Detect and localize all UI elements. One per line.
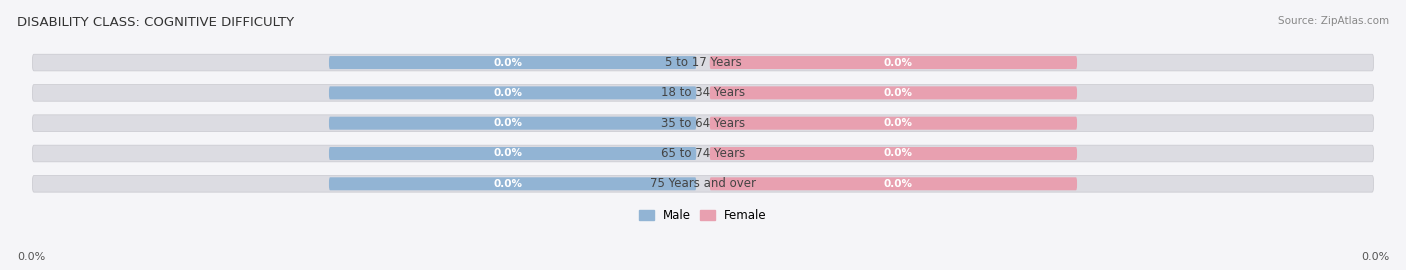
Text: 0.0%: 0.0% <box>884 179 912 189</box>
Text: 0.0%: 0.0% <box>884 148 912 158</box>
FancyBboxPatch shape <box>32 54 1374 71</box>
FancyBboxPatch shape <box>710 86 1077 99</box>
Text: 18 to 34 Years: 18 to 34 Years <box>661 86 745 99</box>
Text: 0.0%: 0.0% <box>494 179 522 189</box>
Text: 0.0%: 0.0% <box>1361 252 1389 262</box>
FancyBboxPatch shape <box>32 115 1374 131</box>
Text: 75 Years and over: 75 Years and over <box>650 177 756 190</box>
Text: 65 to 74 Years: 65 to 74 Years <box>661 147 745 160</box>
FancyBboxPatch shape <box>32 85 1374 101</box>
Text: 0.0%: 0.0% <box>884 58 912 68</box>
FancyBboxPatch shape <box>329 147 696 160</box>
Text: 35 to 64 Years: 35 to 64 Years <box>661 117 745 130</box>
FancyBboxPatch shape <box>710 177 1077 190</box>
Text: 0.0%: 0.0% <box>884 118 912 128</box>
Text: DISABILITY CLASS: COGNITIVE DIFFICULTY: DISABILITY CLASS: COGNITIVE DIFFICULTY <box>17 16 294 29</box>
Text: 0.0%: 0.0% <box>494 58 522 68</box>
FancyBboxPatch shape <box>329 56 696 69</box>
Text: 5 to 17 Years: 5 to 17 Years <box>665 56 741 69</box>
Text: 0.0%: 0.0% <box>494 148 522 158</box>
Legend: Male, Female: Male, Female <box>634 204 772 227</box>
Text: 0.0%: 0.0% <box>494 88 522 98</box>
FancyBboxPatch shape <box>32 145 1374 162</box>
Text: 0.0%: 0.0% <box>494 118 522 128</box>
Text: 0.0%: 0.0% <box>884 88 912 98</box>
FancyBboxPatch shape <box>710 147 1077 160</box>
FancyBboxPatch shape <box>32 176 1374 192</box>
FancyBboxPatch shape <box>329 86 696 99</box>
Text: 0.0%: 0.0% <box>17 252 45 262</box>
FancyBboxPatch shape <box>329 177 696 190</box>
FancyBboxPatch shape <box>710 117 1077 130</box>
FancyBboxPatch shape <box>329 117 696 130</box>
Text: Source: ZipAtlas.com: Source: ZipAtlas.com <box>1278 16 1389 26</box>
FancyBboxPatch shape <box>710 56 1077 69</box>
